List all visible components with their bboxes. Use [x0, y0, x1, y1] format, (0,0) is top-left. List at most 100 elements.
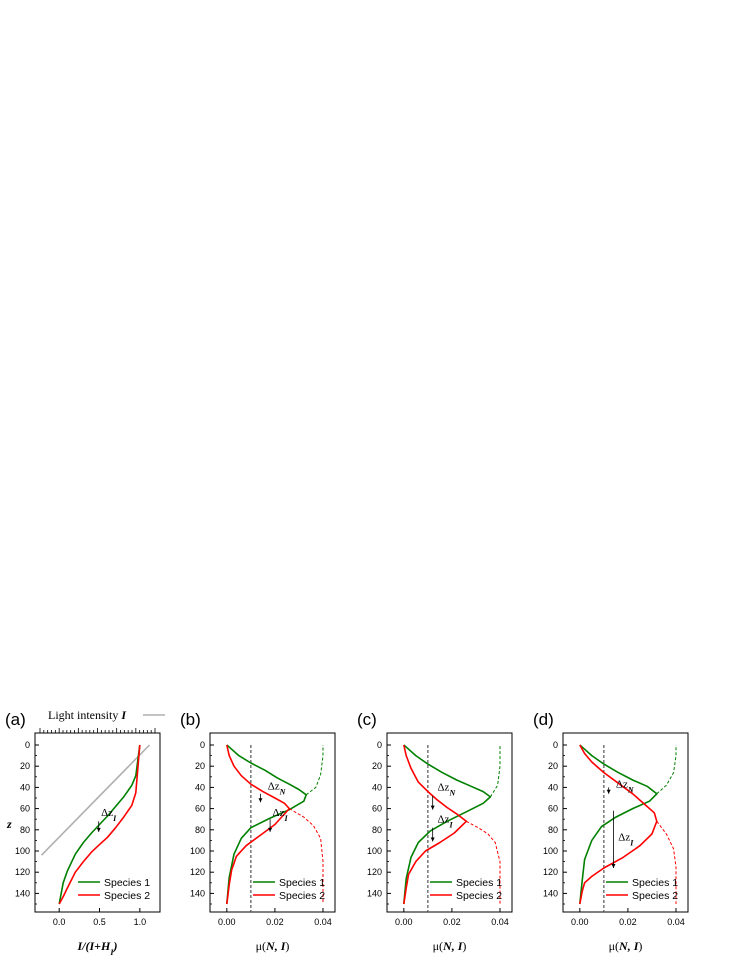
x-axis-label: μ(N, I)	[256, 939, 290, 953]
panel-label: (b)	[180, 710, 201, 729]
x-label-part: μ(	[609, 939, 619, 953]
y-tick-label: 20	[195, 761, 205, 771]
y-axis-label: z	[6, 817, 12, 831]
y-tick-label: 80	[20, 825, 30, 835]
annotation-label-part: Δz	[273, 807, 285, 819]
series-species-1	[58, 744, 141, 905]
annotation-label-part: Δz	[616, 778, 628, 790]
legend-entry: Species 1	[456, 877, 502, 889]
y-tick-label: 60	[195, 804, 205, 814]
annotation-label: ΔzN	[437, 782, 456, 798]
y-tick-label: 0	[553, 740, 558, 750]
arrowhead	[430, 837, 435, 842]
x-tick-label: 0.04	[667, 917, 685, 927]
y-tick-label: 0	[200, 740, 205, 750]
y-tick-label: 0	[377, 740, 382, 750]
arrowhead	[96, 827, 101, 832]
light-intensity-line	[40, 744, 151, 856]
y-tick-label: 140	[15, 888, 30, 898]
x-label-part: )	[112, 939, 117, 953]
y-tick-label: 60	[548, 804, 558, 814]
x-axis-label: I/(I+HI)	[77, 939, 118, 957]
series-dashed-1	[305, 745, 324, 796]
series-species-1	[403, 744, 492, 905]
arrowhead	[268, 827, 273, 832]
annotation-label-part: N	[627, 785, 635, 794]
y-tick-label: 60	[372, 804, 382, 814]
x-label-part: μ(	[433, 939, 443, 953]
x-tick-label: 0.0	[53, 917, 66, 927]
panel-label: (c)	[357, 710, 377, 729]
annotation-label: ΔzI	[437, 813, 453, 829]
x-label-part: N, I	[618, 939, 640, 953]
arrowhead	[258, 798, 263, 803]
x-tick-label: 0.00	[395, 917, 413, 927]
x-tick-label: 0.02	[266, 917, 284, 927]
x-axis-label: μ(N, I)	[433, 939, 467, 953]
series-species-2	[579, 744, 658, 905]
arrowhead	[430, 805, 435, 810]
series-dashed-1	[656, 745, 677, 795]
y-tick-label: 60	[20, 804, 30, 814]
plot-frame	[562, 732, 689, 913]
legend-entry: Species 1	[104, 877, 150, 889]
legend-entry: Species 1	[279, 877, 325, 889]
legend-entry: Species 2	[632, 890, 678, 902]
series-dashed-2	[289, 808, 324, 904]
x-label-part: I/(I+H	[77, 939, 112, 953]
x-tick-label: 0.02	[619, 917, 637, 927]
series-species-2	[403, 744, 468, 905]
x-label-part: μ(	[256, 939, 266, 953]
series-species-2	[58, 744, 141, 905]
panel-c: (c) 0 20 40 60 80 100 120 140 0.00 0.02 0.04 μ(N, I)…	[357, 710, 513, 953]
annotation-label-part: Δz	[437, 782, 449, 794]
annotation-label-part: I	[629, 838, 634, 847]
y-tick-label: 20	[548, 761, 558, 771]
annotation-label-part: I	[112, 814, 117, 823]
x-tick-label: 0.04	[314, 917, 332, 927]
series-dashed-2	[656, 820, 677, 904]
series-species-1	[226, 744, 307, 905]
annotation-label-part: Δz	[437, 813, 449, 825]
y-tick-label: 40	[195, 782, 205, 792]
annotation-label-part: N	[279, 787, 287, 796]
x-tick-label: 0.04	[491, 917, 509, 927]
panel-label: (d)	[533, 710, 554, 729]
x-tick-label: 0.02	[443, 917, 461, 927]
y-tick-label: 20	[372, 761, 382, 771]
x-label-part: N, I	[442, 939, 464, 953]
x-tick-label: 0.00	[571, 917, 589, 927]
annotation-label: ΔzN	[616, 778, 635, 794]
annotation-label: ΔzI	[618, 831, 634, 847]
y-tick-label: 100	[190, 846, 205, 856]
legend-entry: Species 1	[632, 877, 678, 889]
annotation-label-part: N	[448, 788, 456, 797]
panel-b: (b) 0 20 40 60 80 100 120 140 0.00 0.02 0.04 μ(N, I)…	[180, 710, 336, 953]
y-tick-label: 40	[548, 782, 558, 792]
legend-entry: Species 2	[456, 890, 502, 902]
legend-entry: Species 2	[279, 890, 325, 902]
series-dashed-2	[466, 820, 501, 904]
y-tick-label: 140	[543, 888, 558, 898]
annotation-label-part: I	[448, 820, 453, 829]
annotation-label-part: Δz	[101, 807, 113, 819]
y-tick-label: 120	[15, 867, 30, 877]
x-tick-label: 1.0	[134, 917, 147, 927]
series-dashed-1	[489, 745, 501, 798]
panel-d: (d) 0 20 40 60 80 100 120 140 0.00 0.02 0.04 μ(N, I)…	[533, 710, 689, 953]
legend-entry: Species 2	[104, 890, 150, 902]
annotation-label-part: I	[283, 814, 288, 823]
y-tick-label: 100	[15, 846, 30, 856]
annotation-label-part: Δz	[618, 831, 630, 843]
series-species-2	[226, 744, 291, 905]
arrowhead	[606, 789, 611, 794]
light-intensity-legend: Light intensity I	[48, 708, 165, 722]
x-label-part: N, I	[265, 939, 287, 953]
x-tick-label: 0.00	[218, 917, 236, 927]
x-tick-label: 0.5	[93, 917, 106, 927]
x-label-part: I	[109, 948, 114, 957]
y-tick-label: 100	[543, 846, 558, 856]
y-tick-label: 80	[195, 825, 205, 835]
y-tick-label: 140	[190, 888, 205, 898]
